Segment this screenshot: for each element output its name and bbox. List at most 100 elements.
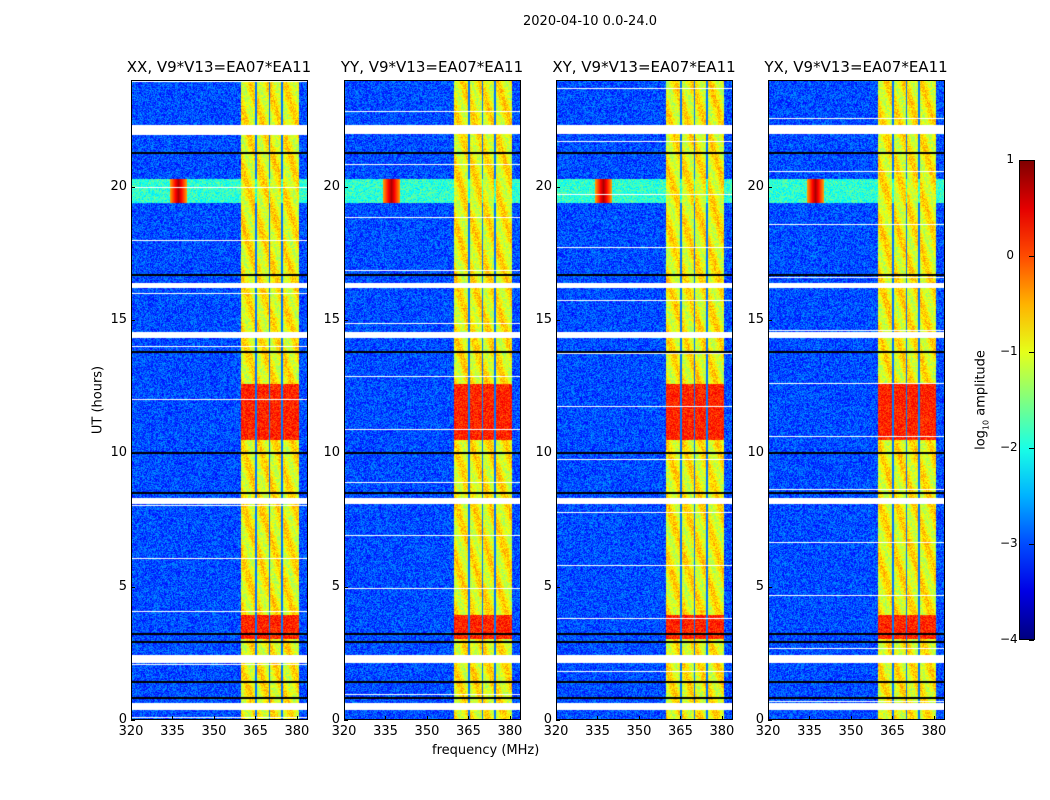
y-tick-mark [344, 586, 348, 588]
x-tick-label: 365 [243, 724, 268, 739]
y-tick-mark [131, 186, 135, 188]
x-tick-label: 320 [543, 724, 569, 739]
x-tick-mark [850, 716, 852, 720]
x-tick-mark [680, 716, 682, 720]
y-tick-label: 10 [323, 445, 340, 461]
x-tick-label: 350 [201, 724, 227, 739]
x-tick-label: 380 [284, 724, 310, 739]
x-tick-label: 350 [838, 724, 864, 739]
figure-title: 2020-04-10 0.0-24.0 [523, 14, 657, 29]
y-tick-label: 20 [747, 178, 764, 194]
y-tick-label: 0 [118, 712, 127, 727]
colorbar-label-log: log [973, 430, 989, 450]
colorbar-tick-mark [1029, 448, 1034, 449]
heatmap-canvas [557, 81, 732, 719]
colorbar-tick-mark [1029, 256, 1034, 257]
x-tick-label: 380 [497, 724, 523, 739]
x-tick-label: 335 [797, 724, 822, 739]
colorbar-tick-mark [1029, 352, 1034, 353]
x-tick-label: 335 [373, 724, 398, 739]
x-tick-mark [426, 716, 428, 720]
x-tick-label: 380 [921, 724, 947, 739]
x-tick-mark [131, 716, 132, 720]
x-tick-label: 335 [160, 724, 185, 739]
y-tick-mark [556, 586, 560, 588]
y-tick-mark [768, 720, 772, 721]
colorbar-tick-mark [1029, 640, 1034, 641]
y-tick-mark [768, 586, 772, 588]
colorbar-tick-label: −1 [1000, 344, 1018, 358]
y-tick-label: 10 [535, 445, 552, 461]
y-tick-mark [131, 453, 135, 455]
x-tick-mark [255, 716, 257, 720]
heatmap-panel-2 [556, 80, 733, 720]
colorbar-tick-label: 1 [1006, 152, 1014, 166]
x-tick-mark [172, 716, 174, 720]
x-tick-mark [721, 716, 723, 720]
colorbar-tick-label: −3 [1000, 536, 1018, 550]
y-tick-label: 20 [535, 178, 552, 194]
y-tick-mark [556, 720, 560, 721]
y-tick-label: 0 [543, 712, 552, 727]
colorbar-label-sub: 10 [981, 419, 991, 431]
y-tick-mark [556, 453, 560, 455]
heatmap-panel-1 [344, 80, 521, 720]
y-tick-mark [768, 186, 772, 188]
x-tick-mark [768, 716, 769, 720]
heatmap-panel-0 [131, 80, 308, 720]
y-tick-label: 5 [755, 578, 764, 594]
colorbar-tick-mark [1029, 160, 1034, 161]
y-tick-mark [131, 720, 135, 721]
x-tick-mark [933, 716, 935, 720]
x-tick-label: 350 [414, 724, 440, 739]
x-tick-mark [597, 716, 599, 720]
x-axis-label: frequency (MHz) [432, 743, 540, 758]
panel-title: YY, V9*V13=EA07*EA11 [340, 58, 524, 76]
y-axis-label: UT (hours) [90, 365, 106, 435]
x-tick-label: 365 [456, 724, 481, 739]
x-tick-label: 320 [755, 724, 781, 739]
colorbar-tick-label: 0 [1006, 248, 1014, 262]
y-tick-label: 5 [118, 578, 127, 594]
x-tick-mark [344, 716, 345, 720]
colorbar-tick-label: −2 [1000, 440, 1018, 454]
y-tick-mark [131, 586, 135, 588]
x-tick-label: 380 [709, 724, 735, 739]
y-tick-mark [344, 320, 348, 321]
panel-title: XY, V9*V13=EA07*EA11 [552, 58, 736, 76]
y-tick-mark [556, 320, 560, 321]
y-tick-label: 15 [535, 312, 552, 327]
x-tick-label: 365 [668, 724, 693, 739]
x-tick-label: 335 [585, 724, 610, 739]
y-tick-label: 15 [323, 312, 340, 327]
y-tick-mark [131, 320, 135, 321]
y-tick-label: 10 [747, 445, 764, 461]
x-tick-mark [385, 716, 387, 720]
colorbar-label: log10 amplitude [974, 350, 991, 450]
y-tick-label: 20 [323, 178, 340, 194]
y-tick-label: 5 [331, 578, 340, 594]
x-tick-mark [213, 716, 215, 720]
y-tick-mark [344, 720, 348, 721]
x-tick-mark [556, 716, 557, 720]
x-tick-mark [809, 716, 811, 720]
y-tick-label: 5 [543, 578, 552, 594]
y-tick-label: 15 [747, 312, 764, 327]
panel-title: YX, V9*V13=EA07*EA11 [764, 58, 948, 76]
heatmap-panel-3 [768, 80, 945, 720]
colorbar [1019, 160, 1035, 640]
heatmap-canvas [345, 81, 520, 719]
x-tick-mark [296, 716, 298, 720]
heatmap-canvas [769, 81, 944, 719]
y-tick-mark [556, 186, 560, 188]
x-tick-label: 320 [118, 724, 144, 739]
y-tick-mark [768, 453, 772, 455]
y-tick-mark [344, 453, 348, 455]
x-tick-mark [638, 716, 640, 720]
panel-title: XX, V9*V13=EA07*EA11 [126, 58, 312, 76]
y-tick-label: 0 [755, 712, 764, 727]
heatmap-canvas [132, 81, 307, 719]
x-tick-label: 320 [331, 724, 357, 739]
x-tick-label: 350 [626, 724, 652, 739]
